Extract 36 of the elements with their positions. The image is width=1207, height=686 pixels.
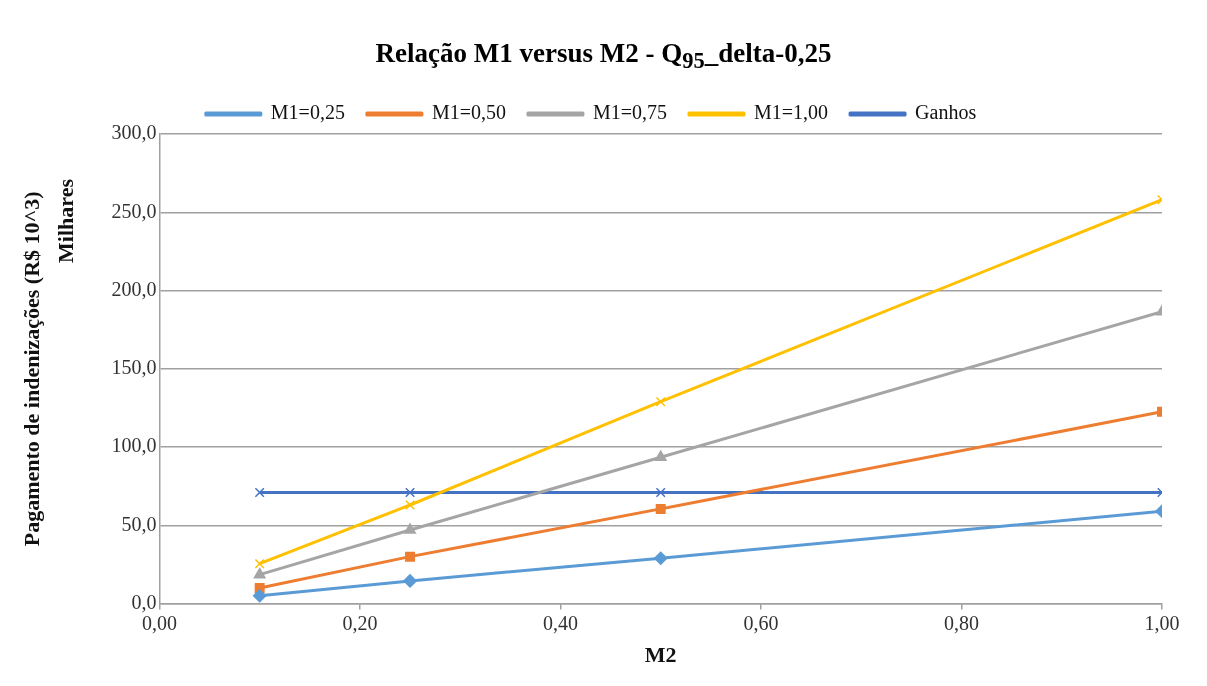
x-tick-label: 1,00 xyxy=(1144,611,1180,634)
point xyxy=(252,589,267,603)
text: Milhares xyxy=(53,178,79,263)
y-axis-title: Pagamento de indenizações (R$ 10^3) xyxy=(18,191,44,547)
x-axis-title: M2 xyxy=(644,642,677,668)
point xyxy=(653,551,668,565)
point xyxy=(253,567,266,579)
point xyxy=(405,499,416,510)
y-tick-label: 250,0 xyxy=(111,199,157,222)
point xyxy=(404,523,416,534)
point xyxy=(655,487,666,498)
y-tick-label: 0,0 xyxy=(131,590,157,613)
x-tick-label: 0,60 xyxy=(743,611,779,634)
y-tick-label: 100,0 xyxy=(111,434,157,457)
point xyxy=(254,487,265,498)
x-tick-label: 0,80 xyxy=(943,611,979,634)
x-tick-label: 0,20 xyxy=(342,611,378,634)
point xyxy=(655,503,666,514)
y-tick-label: 200,0 xyxy=(111,277,157,300)
legend-label: M1=0,25 xyxy=(270,101,345,124)
legend-label: M1=1,00 xyxy=(754,101,829,124)
chart-title: Relação M1 versus M2 - Q$_{95}$_delta-0,25 xyxy=(374,38,833,75)
point xyxy=(655,396,666,407)
x-tick-label: 0,00 xyxy=(141,611,177,634)
point xyxy=(403,574,417,588)
point xyxy=(405,551,416,562)
y-tick-label: 50,0 xyxy=(121,512,157,535)
legend-label: M1=0,75 xyxy=(592,101,668,124)
point xyxy=(654,450,667,461)
x-tick-label: 0,40 xyxy=(542,611,578,634)
y-tick-label: 300,0 xyxy=(111,121,157,144)
legend-label: M1=0,50 xyxy=(431,101,506,124)
point xyxy=(254,558,265,569)
legend-label: Ganhos xyxy=(915,101,977,124)
y-tick-label: 150,0 xyxy=(111,356,157,379)
point xyxy=(405,487,416,498)
